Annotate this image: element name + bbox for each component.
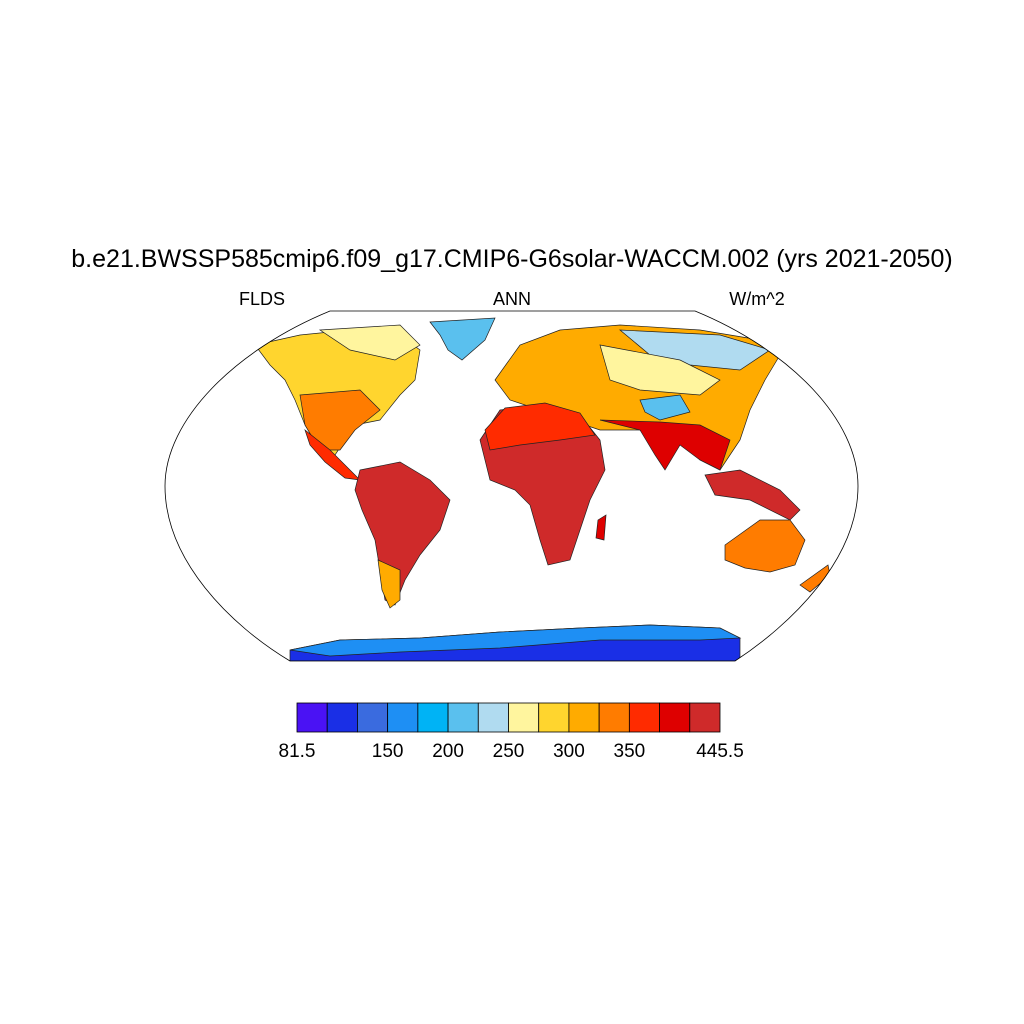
colorbar-label: 445.5 xyxy=(696,741,744,762)
colorbar-box xyxy=(689,702,721,733)
title: b.e21.BWSSP585cmip6.f09_g17.CMIP6-G6sola… xyxy=(71,245,952,273)
south-america xyxy=(354,461,451,606)
map-outline xyxy=(164,310,859,662)
colorbar-box xyxy=(326,702,358,733)
colorbar-box xyxy=(447,702,479,733)
colorbar-box xyxy=(357,702,389,733)
south-asia xyxy=(599,419,731,471)
colorbar-box xyxy=(477,702,509,733)
colorbar-box xyxy=(568,702,600,733)
maritime-continent xyxy=(704,469,801,521)
arctic-north-america xyxy=(318,324,421,361)
tibet xyxy=(639,394,691,421)
new-zealand xyxy=(799,564,831,593)
variable-label: FLDS xyxy=(239,289,285,309)
central-america xyxy=(304,428,361,481)
colorbar-box xyxy=(508,702,540,733)
antarctica-coast xyxy=(289,624,742,657)
colorbar-label: 300 xyxy=(553,741,585,762)
colorbar-label: 150 xyxy=(372,741,404,762)
australia xyxy=(724,519,806,573)
colorbar-box xyxy=(659,702,691,733)
units-label: W/m^2 xyxy=(729,289,784,309)
colorbar-label: 250 xyxy=(493,741,525,762)
madagascar xyxy=(595,514,607,541)
map xyxy=(164,310,859,662)
sahara xyxy=(484,402,596,451)
colorbar-label: 81.5 xyxy=(279,741,316,762)
south-america-south xyxy=(377,559,401,609)
colorbar-box xyxy=(628,702,660,733)
central-asia xyxy=(599,344,721,396)
season-label: ANN xyxy=(493,289,531,309)
colorbar-box xyxy=(387,702,419,733)
colorbar-box xyxy=(417,702,449,733)
colorbar-box xyxy=(598,702,630,733)
colorbar-box xyxy=(538,702,570,733)
north-america-south xyxy=(299,389,381,451)
colorbar-label: 350 xyxy=(614,741,646,762)
colorbar-label: 200 xyxy=(432,741,464,762)
greenland xyxy=(429,317,496,361)
colorbar: 81.5 150 200 250 300 350 445.5 xyxy=(279,702,744,762)
colorbar-box xyxy=(296,702,328,733)
